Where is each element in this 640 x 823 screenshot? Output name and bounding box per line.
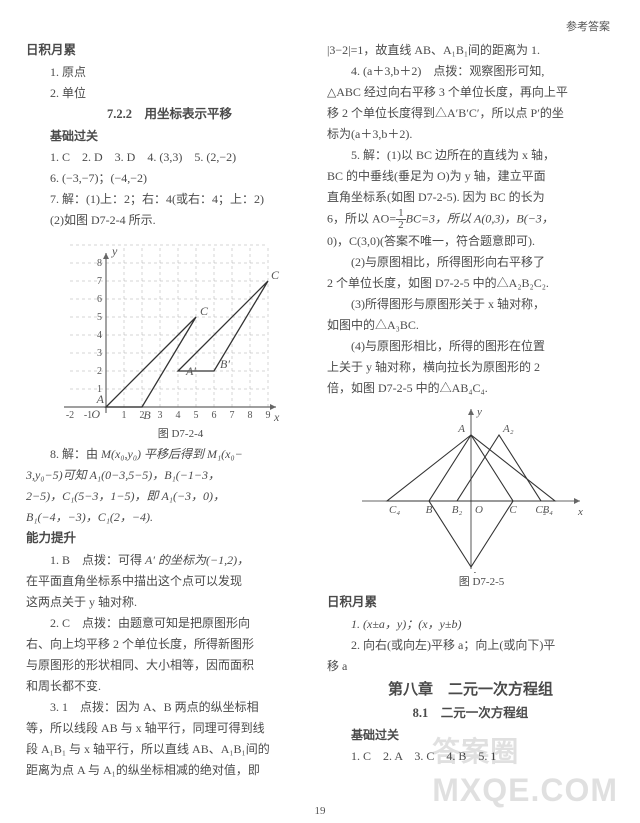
figcap-1: 图 D7-2-4: [26, 425, 313, 444]
svg-text:-2: -2: [65, 410, 73, 421]
r17: 倍，如图 D7-2-5 中的△AB₄C₄.: [327, 378, 614, 399]
lp1: 1. C 2. D 3. D 4. (3,3) 5. (2,−2): [26, 147, 313, 168]
r1: |3−2|=1，故直线 AB、A₁B₁间的距离为 1.: [327, 40, 614, 61]
b1: 1. C 2. A 3. C 4. B 5. 1: [327, 746, 614, 767]
svg-text:x: x: [577, 506, 583, 518]
lp7: 2−5)，C₁(5−3，1−5)，即 A₁(−3，0)，: [26, 486, 313, 507]
q3a: 3. 1 点拨：因为 A、B 两点的纵坐标相: [26, 697, 313, 718]
r12: 2 个单位长度，如图 D7-2-5 中的△A₂B₂C₂.: [327, 273, 614, 294]
page-number: 19: [0, 805, 640, 817]
q3b: 等，所以线段 AB 与 x 轴平行，同理可得到线: [26, 718, 313, 739]
page-header: 参考答案: [26, 18, 614, 34]
q2d: 和周长都不变.: [26, 676, 313, 697]
svg-text:6: 6: [97, 294, 102, 305]
q2c: 与原图形的形状相同、大小相等，因而面积: [26, 655, 313, 676]
svg-text:3: 3: [157, 410, 162, 421]
sec-jichuguoguan-2: 基础过关: [327, 725, 614, 746]
left-column: 日积月累 1. 原点 2. 单位 7.2.2 用坐标表示平移 基础过关 1. C…: [26, 40, 313, 800]
svg-text:5: 5: [97, 312, 102, 323]
svg-text:7: 7: [229, 410, 234, 421]
q3c: 段 A₁B₁ 与 x 轴平行，所以直线 AB、A₁B₁间的: [26, 739, 313, 760]
figure-d7-2-5: OxyAA₂A₃BCB₂C₂C₄B₄: [356, 403, 586, 573]
svg-text:O: O: [475, 504, 483, 516]
svg-text:6: 6: [211, 410, 216, 421]
r10: 0)，C(3,0)(答案不唯一，符合题意即可).: [327, 231, 614, 252]
svg-text:4: 4: [175, 410, 180, 421]
svg-text:2: 2: [97, 366, 102, 377]
sec-nengli: 能力提升: [26, 528, 313, 550]
l2: 2. 单位: [26, 83, 313, 104]
svg-text:B′: B′: [220, 357, 230, 371]
chapter-8-title: 第八章 二元一次方程组: [327, 677, 614, 703]
lp3: 7. 解：(1)上：2；右：4(或右：4；上：2): [26, 189, 313, 210]
svg-text:x: x: [273, 410, 280, 424]
sec-722: 7.2.2 用坐标表示平移: [26, 104, 313, 126]
figcap-2: 图 D7-2-5: [327, 573, 614, 592]
sec-riji-2: 日积月累: [327, 592, 614, 614]
svg-text:B₂: B₂: [451, 504, 462, 516]
s3: 移 a: [327, 656, 614, 677]
svg-text:C₄: C₄: [389, 504, 400, 516]
q2a: 2. C 点拨：由题意可知是把原图形向: [26, 613, 313, 634]
svg-text:5: 5: [193, 410, 198, 421]
svg-text:8: 8: [247, 410, 252, 421]
svg-text:1: 1: [121, 410, 126, 421]
columns: 日积月累 1. 原点 2. 单位 7.2.2 用坐标表示平移 基础过关 1. C…: [26, 40, 614, 800]
svg-text:9: 9: [265, 410, 270, 421]
lp5: 8. 解：由 M(x₀,y₀) 平移后得到 M₁(x₀−: [26, 444, 313, 465]
l1: 1. 原点: [26, 62, 313, 83]
r2: 4. (a＋3,b＋2) 点拨：观察图形可知,: [327, 61, 614, 82]
svg-text:8: 8: [97, 258, 102, 269]
section-8-1-title: 8.1 二元一次方程组: [327, 703, 614, 725]
right-column: |3−2|=1，故直线 AB、A₁B₁间的距离为 1. 4. (a＋3,b＋2)…: [327, 40, 614, 800]
figure-d7-2-4: -2-112345678912345678OxyABCA′B′C′: [60, 235, 280, 425]
svg-text:y: y: [476, 406, 482, 418]
r11: (2)与原图相比，所得图形向右平移了: [327, 252, 614, 273]
svg-text:3: 3: [97, 348, 102, 359]
q1d: 这两点关于 y 轴对称.: [26, 592, 313, 613]
s1: 1. (x±a，y)；(x，y±b): [327, 614, 614, 635]
q2b: 右、向上均平移 2 个单位长度，所得新图形: [26, 634, 313, 655]
svg-text:A₂: A₂: [502, 423, 514, 435]
r4: 移 2 个单位长度得到△A′B′C′，所以点 P′的坐: [327, 103, 614, 124]
lp2: 6. (−3,−7)；(−4,−2): [26, 168, 313, 189]
sec-riji: 日积月累: [26, 40, 313, 62]
sec-jichuguoguan: 基础过关: [26, 126, 313, 147]
svg-text:A′: A′: [185, 364, 196, 378]
q1a: 1. B 点拨：可得 A′ 的坐标为(−1,2)，: [26, 550, 313, 571]
svg-text:A: A: [457, 423, 465, 435]
r15: (4)与原图形相比，所得的图形在位置: [327, 336, 614, 357]
r6: 5. 解：(1)以 BC 边所在的直线为 x 轴，: [327, 145, 614, 166]
svg-text:7: 7: [97, 276, 102, 287]
page: 参考答案 日积月累 1. 原点 2. 单位 7.2.2 用坐标表示平移 基础过关…: [0, 0, 640, 823]
r3: △ABC 经过向右平移 3 个单位长度，再向上平: [327, 82, 614, 103]
svg-text:B: B: [425, 504, 432, 516]
r14: 如图中的△A₃BC.: [327, 315, 614, 336]
svg-text:C: C: [509, 504, 517, 516]
svg-text:4: 4: [97, 330, 102, 341]
r9: 6，所以 AO=12BC=3，所以 A(0,3)，B(−3，: [327, 208, 614, 231]
svg-text:A: A: [95, 392, 104, 406]
svg-text:C′: C′: [271, 268, 280, 282]
svg-text:B: B: [143, 408, 151, 422]
r8: 直角坐标系(如图 D7-2-5). 因为 BC 的长为: [327, 187, 614, 208]
r13: (3)所得图形与原图形关于 x 轴对称，: [327, 294, 614, 315]
s2: 2. 向右(或向左)平移 a；向上(或向下)平: [327, 635, 614, 656]
lp8: B₁(−4，−3)，C₁(2，−4).: [26, 507, 313, 528]
r16: 上关于 y 轴对称，横向拉长为原图形的 2: [327, 357, 614, 378]
svg-text:C: C: [200, 304, 209, 318]
svg-text:y: y: [111, 244, 118, 258]
lp4: (2)如图 D7-2-4 所示.: [26, 210, 313, 231]
q3d: 距离为点 A 与 A₁的纵坐标相减的绝对值，即: [26, 760, 313, 781]
r7: BC 的中垂线(垂足为 O)为 y 轴，建立平面: [327, 166, 614, 187]
lp6: 3,y₀−5)可知 A₁(0−3,5−5)，B₁(−1−3，: [26, 465, 313, 486]
q1c: 在平面直角坐标系中描出这个点可以发现: [26, 571, 313, 592]
svg-text:O: O: [91, 407, 100, 421]
r5: 标为(a＋3,b＋2).: [327, 124, 614, 145]
svg-text:B₄: B₄: [542, 504, 553, 516]
